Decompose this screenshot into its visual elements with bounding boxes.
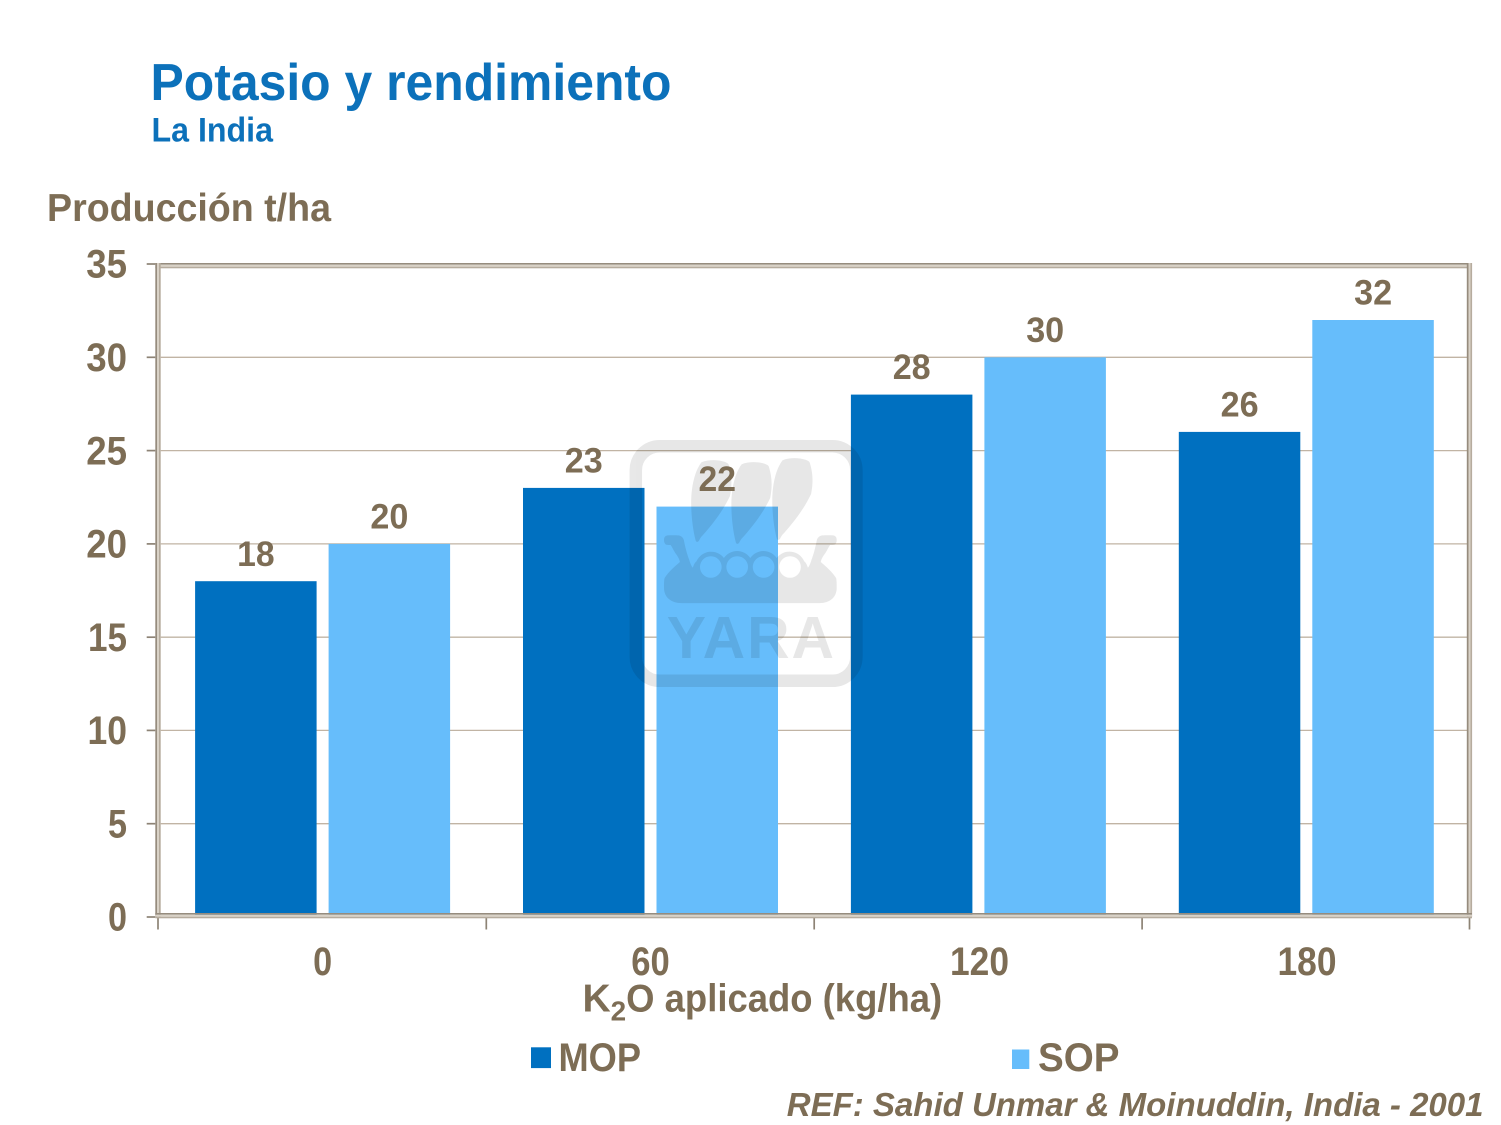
svg-text:22: 22 [699,459,737,499]
svg-text:La India: La India [152,111,275,149]
svg-text:10: 10 [88,709,128,753]
svg-text:35: 35 [86,243,127,287]
svg-text:30: 30 [1026,310,1064,350]
svg-text:Potasio y rendimiento: Potasio y rendimiento [151,53,672,111]
svg-text:25: 25 [86,429,127,473]
svg-text:SOP: SOP [1038,1036,1120,1080]
svg-text:18: 18 [237,534,275,574]
svg-text:20: 20 [86,523,127,567]
svg-text:28: 28 [893,347,931,387]
svg-text:26: 26 [1221,385,1259,425]
svg-text:Producción t/ha: Producción t/ha [47,187,331,230]
svg-text:15: 15 [88,616,127,660]
svg-text:0: 0 [313,940,332,984]
svg-text:REF: Sahid Unmar & Moinuddin,: REF: Sahid Unmar & Moinuddin, India - 20… [787,1086,1484,1123]
svg-text:180: 180 [1278,940,1337,984]
svg-text:0: 0 [108,896,127,940]
svg-text:K2O aplicado (kg/ha): K2O aplicado (kg/ha) [583,977,943,1026]
svg-text:MOP: MOP [559,1036,642,1080]
svg-text:120: 120 [950,940,1009,984]
svg-text:20: 20 [370,497,408,537]
svg-text:30: 30 [86,336,127,380]
svg-text:5: 5 [108,802,127,846]
svg-text:23: 23 [565,441,603,481]
svg-text:60: 60 [631,940,670,984]
svg-text:32: 32 [1354,273,1392,313]
svg-text:YARA: YARA [667,605,836,671]
